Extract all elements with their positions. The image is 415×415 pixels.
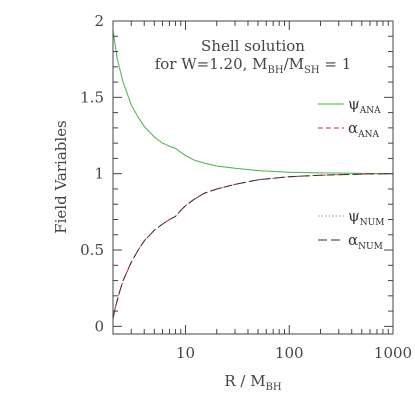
- chart-title: Shell solution: [201, 37, 305, 55]
- legend-label-αnum: αNUM: [348, 231, 383, 252]
- y-tick-label: 1: [94, 165, 104, 183]
- y-axis-title: Field Variables: [52, 120, 70, 234]
- x-axis-title: R / MBH: [224, 372, 282, 393]
- series-line-αana: [112, 173, 394, 319]
- legend-label-ψana: ψANA: [348, 95, 381, 116]
- plot-frame: [112, 20, 394, 335]
- x-tick-label: 10: [176, 344, 195, 362]
- y-tick-label: 0: [94, 317, 104, 335]
- x-tick-label: 100: [275, 344, 304, 362]
- chart-subtitle: for W=1.20, MBH/MSH = 1: [155, 55, 352, 76]
- legend-label-ψnum: ψNUM: [348, 207, 384, 228]
- series-line-ψnum: [112, 30, 394, 175]
- y-tick-label: 1.5: [80, 88, 104, 106]
- y-tick-label: 2: [94, 12, 104, 30]
- y-tick-label: 0.5: [80, 241, 104, 259]
- x-tick-label: 1000: [374, 344, 412, 362]
- legend-label-αana: αANA: [348, 119, 380, 140]
